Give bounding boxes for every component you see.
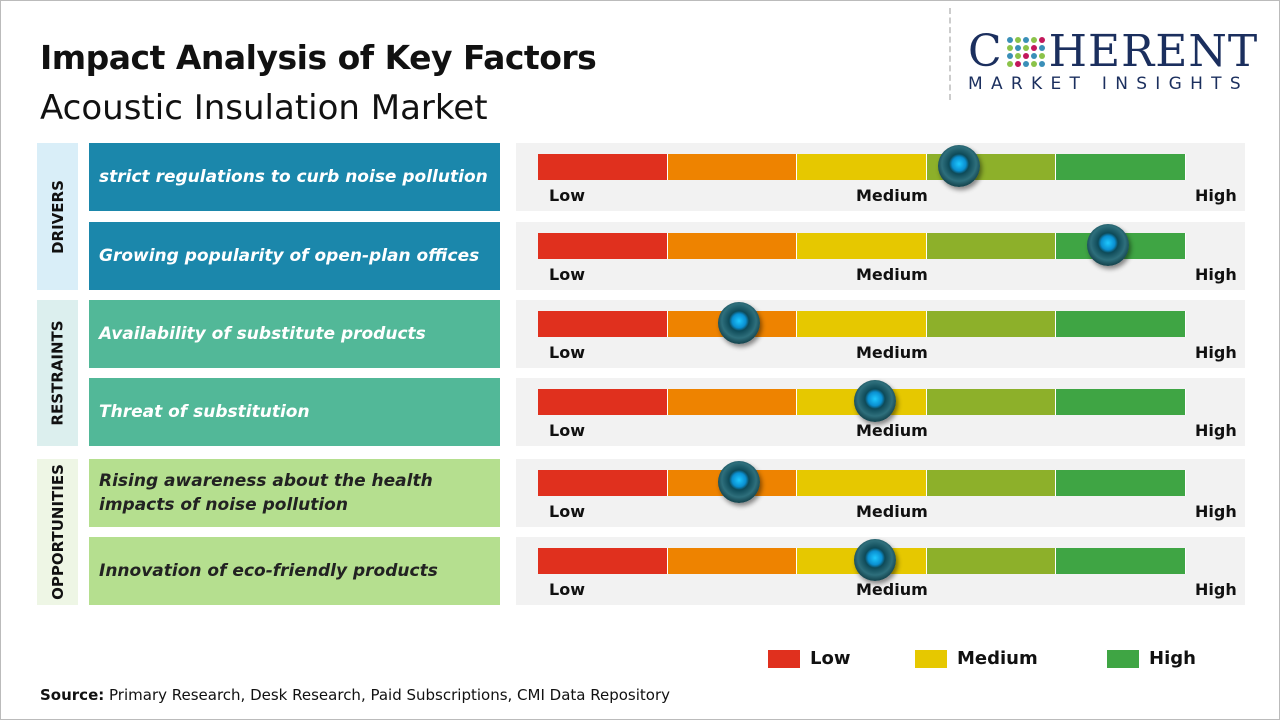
category-label: DRIVERS [48, 179, 67, 254]
gauge-segment [1056, 548, 1186, 574]
gauge-segment [797, 154, 927, 180]
gauge-segment [797, 311, 927, 337]
impact-gauge: Low Medium High [516, 222, 1245, 290]
logo-globe-icon [1006, 37, 1045, 67]
impact-marker [717, 461, 760, 503]
gauge-bar [538, 154, 1186, 180]
source-note: Source: Primary Research, Desk Research,… [40, 686, 670, 704]
gauge-segment [1056, 311, 1186, 337]
impact-marker [853, 539, 896, 581]
gauge-segment [538, 548, 668, 574]
scale-low: Low [549, 502, 585, 521]
gauge-segment [667, 548, 798, 574]
gauge-segment [538, 154, 668, 180]
gauge-bar [538, 548, 1186, 574]
gauge-bar [538, 389, 1186, 415]
page-subtitle: Acoustic Insulation Market [40, 88, 488, 128]
gauge-bar [538, 233, 1186, 259]
scale-low: Low [549, 580, 585, 599]
legend-label: Medium [957, 648, 1038, 669]
impact-gauge: Low Medium High [516, 537, 1245, 605]
impact-gauge: Low Medium High [516, 459, 1245, 527]
category-label: OPPORTUNITIES [48, 464, 67, 600]
scale-medium: Medium [856, 265, 928, 284]
gauge-segment [926, 233, 1057, 259]
factor-label: Availability of substitute products [89, 300, 500, 368]
gauge-segment [538, 311, 668, 337]
legend-medium: Medium [915, 648, 1038, 669]
gauge-segment [926, 311, 1057, 337]
impact-marker [853, 380, 896, 422]
source-text: Primary Research, Desk Research, Paid Su… [104, 686, 671, 704]
scale-medium: Medium [856, 580, 928, 599]
page-title: Impact Analysis of Key Factors [40, 38, 597, 77]
scale-medium: Medium [856, 343, 928, 362]
scale-high: High [1195, 186, 1237, 205]
gauge-segment [538, 233, 668, 259]
legend-swatch [915, 649, 947, 668]
legend-swatch [768, 649, 800, 668]
legend-label: Low [810, 648, 851, 669]
impact-gauge: Low Medium High [516, 300, 1245, 368]
scale-low: Low [549, 343, 585, 362]
factor-label: Innovation of eco-friendly products [89, 537, 500, 605]
impact-gauge: Low Medium High [516, 378, 1245, 446]
factor-label: strict regulations to curb noise polluti… [89, 143, 500, 211]
impact-gauge: Low Medium High [516, 143, 1245, 211]
category-label: RESTRAINTS [48, 320, 67, 426]
factor-label: Rising awareness about the health impact… [89, 459, 500, 527]
gauge-bar [538, 470, 1186, 496]
legend-high: High [1107, 648, 1196, 669]
gauge-segment [926, 470, 1057, 496]
legend-swatch [1107, 649, 1139, 668]
gauge-segment [926, 389, 1057, 415]
logo-tagline: MARKET INSIGHTS [968, 74, 1249, 94]
gauge-segment [538, 389, 668, 415]
factor-label: Threat of substitution [89, 378, 500, 446]
scale-medium: Medium [856, 186, 928, 205]
impact-marker [1087, 224, 1130, 266]
gauge-segment [797, 233, 927, 259]
gauge-segment [538, 470, 668, 496]
logo: C HERENT MARKET INSIGHTS [968, 28, 1263, 95]
factor-label: Growing popularity of open-plan offices [89, 222, 500, 290]
scale-high: High [1195, 343, 1237, 362]
divider [949, 8, 951, 100]
legend-low: Low [768, 648, 850, 669]
scale-medium: Medium [856, 421, 928, 440]
gauge-segment [1056, 154, 1186, 180]
gauge-segment [667, 154, 798, 180]
gauge-segment [1056, 389, 1186, 415]
category-drivers: DRIVERS [37, 143, 78, 290]
scale-high: High [1195, 502, 1237, 521]
gauge-segment [667, 233, 798, 259]
impact-marker [938, 145, 981, 187]
impact-marker [717, 302, 760, 344]
scale-medium: Medium [856, 502, 928, 521]
scale-low: Low [549, 265, 585, 284]
legend-label: High [1149, 648, 1196, 669]
category-opportunities: OPPORTUNITIES [37, 459, 78, 605]
scale-high: High [1195, 580, 1237, 599]
gauge-segment [797, 470, 927, 496]
scale-high: High [1195, 421, 1237, 440]
scale-high: High [1195, 265, 1237, 284]
category-restraints: RESTRAINTS [37, 300, 78, 446]
gauge-segment [926, 548, 1057, 574]
scale-low: Low [549, 186, 585, 205]
gauge-segment [1056, 470, 1186, 496]
gauge-bar [538, 311, 1186, 337]
gauge-segment [667, 389, 798, 415]
scale-low: Low [549, 421, 585, 440]
source-label: Source: [40, 686, 105, 704]
